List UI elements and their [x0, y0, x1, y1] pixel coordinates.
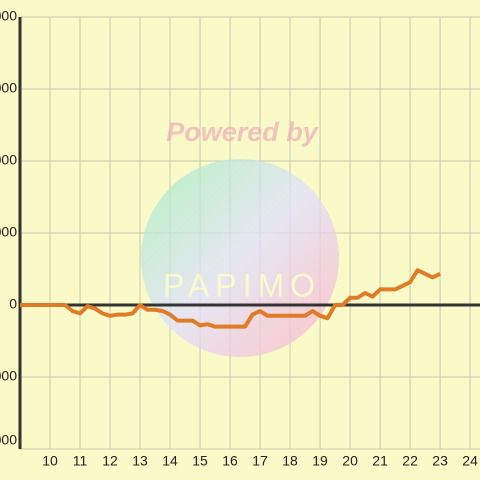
x-tick-label: 21 — [372, 453, 388, 469]
watermark: Powered by PAPIMO — [141, 117, 339, 357]
y-tick-label: 6,000 — [0, 152, 17, 168]
x-tick-label: 19 — [312, 453, 328, 469]
y-tick-label: 3,000 — [0, 224, 17, 240]
x-tick-label: 13 — [132, 453, 148, 469]
x-tick-label: 10 — [42, 453, 58, 469]
watermark-logo: PAPIMO — [163, 267, 321, 303]
x-tick-label: 11 — [73, 453, 88, 469]
series-line — [20, 268, 441, 329]
x-tick-label: 17 — [252, 453, 268, 469]
plot: -6,000 -3,000 0 3,000 6,000 9,000 12,000 10 11 12… — [0, 8, 480, 469]
x-tick-label: 16 — [222, 453, 238, 469]
watermark-text: Powered by — [166, 117, 320, 147]
x-tick-label: 15 — [192, 453, 208, 469]
x-tick-label: 24 — [462, 453, 478, 469]
x-tick-label: 14 — [162, 453, 178, 469]
x-tick-label: 23 — [432, 453, 448, 469]
x-tick-label: 20 — [342, 453, 358, 469]
y-tick-label: 9,000 — [0, 80, 17, 96]
x-tick-label: 18 — [282, 453, 298, 469]
watermark-circle — [141, 159, 339, 357]
y-tick-label: 12,000 — [0, 8, 17, 24]
x-tick-label: 12 — [102, 453, 118, 469]
y-tick-label: 0 — [9, 296, 17, 312]
x-tick-label: 22 — [402, 453, 418, 469]
y-tick-label: -3,000 — [0, 368, 17, 384]
y-tick-label: -6,000 — [0, 432, 17, 448]
